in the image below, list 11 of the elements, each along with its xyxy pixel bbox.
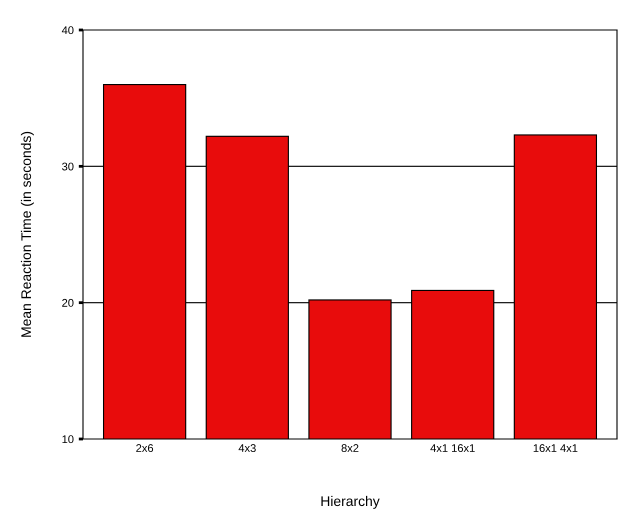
y-tick-label: 40 bbox=[62, 26, 74, 34]
y-tick-label: 20 bbox=[62, 298, 74, 307]
x-tick-label: 8x2 bbox=[342, 444, 358, 452]
y-tick-label: 30 bbox=[62, 162, 74, 170]
x-tick-label: 4x1 16x1 bbox=[430, 444, 475, 452]
y-axis-title: Mean Reaction Time (in seconds) bbox=[20, 132, 34, 337]
y-tick-label: 10 bbox=[62, 435, 74, 444]
x-tick-label: 2x6 bbox=[136, 444, 154, 452]
x-axis-title: Hierarchy bbox=[321, 496, 380, 509]
x-tick-label: 4x3 bbox=[238, 444, 256, 452]
x-tick-label: 16x1 4x1 bbox=[534, 444, 578, 452]
